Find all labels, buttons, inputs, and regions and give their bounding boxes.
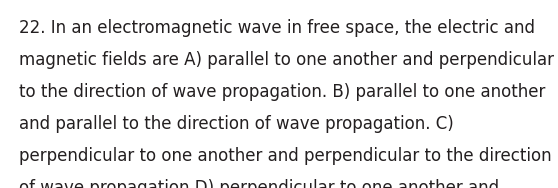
Text: perpendicular to one another and perpendicular to the direction: perpendicular to one another and perpend… bbox=[20, 147, 552, 165]
Text: 22. In an electromagnetic wave in free space, the electric and: 22. In an electromagnetic wave in free s… bbox=[20, 19, 536, 37]
Text: of wave propagation.D) perpendicular to one another and: of wave propagation.D) perpendicular to … bbox=[20, 179, 499, 188]
Text: to the direction of wave propagation. B) parallel to one another: to the direction of wave propagation. B)… bbox=[20, 83, 546, 101]
Text: and parallel to the direction of wave propagation. C): and parallel to the direction of wave pr… bbox=[20, 115, 454, 133]
Text: magnetic fields are A) parallel to one another and perpendicular: magnetic fields are A) parallel to one a… bbox=[20, 51, 555, 69]
